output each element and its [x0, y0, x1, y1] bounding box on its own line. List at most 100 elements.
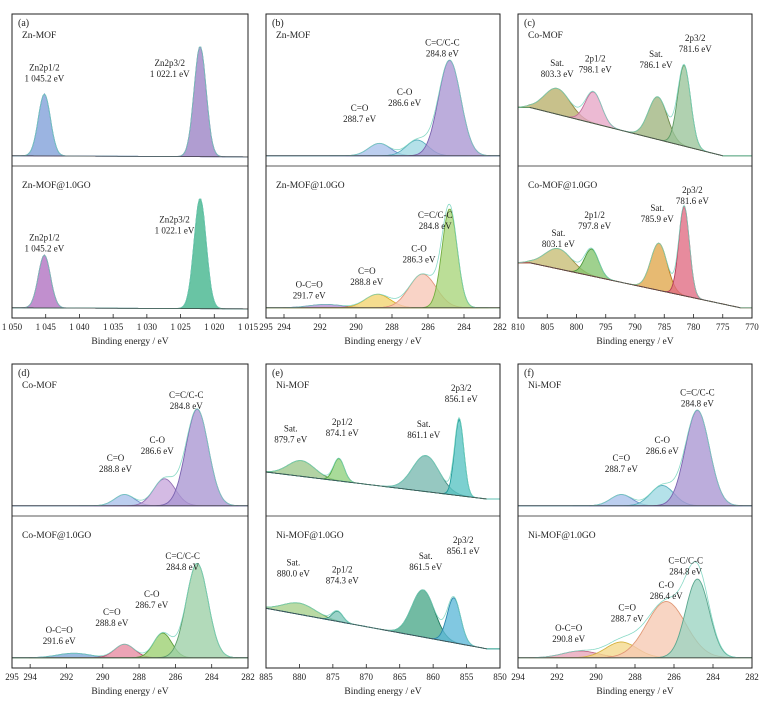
- panel-label: (f): [524, 368, 534, 379]
- series-f-1-3: [518, 409, 753, 507]
- peak-label-d-2-1: 291.6 eV: [43, 636, 76, 646]
- peak-label-a-2-2: 1 022.1 eV: [155, 225, 195, 235]
- peak-label-c-2-2: 797.8 eV: [578, 221, 611, 231]
- x-tick-label: 282: [745, 672, 759, 682]
- peak-label-c-1-1: Sat.: [550, 58, 564, 68]
- subplot-title: Ni-MOF: [276, 381, 309, 391]
- x-tick-label: 780: [687, 322, 701, 332]
- x-tick-label: 295: [5, 672, 19, 682]
- x-tick-label: 885: [259, 672, 273, 682]
- peak-label-c-2-1: 803.1 eV: [542, 239, 575, 249]
- x-tick-label: 770: [745, 322, 759, 332]
- peak-label-f-1-2: 286.6 eV: [646, 446, 679, 456]
- peak-label-a-2-2: Zn2p3/2: [159, 214, 190, 224]
- peak-label-f-2-1: 290.8 eV: [552, 634, 585, 644]
- x-tick-label: 810: [511, 322, 525, 332]
- panel-label: (d): [18, 368, 30, 379]
- peak-label-e-2-1: Sat.: [287, 558, 301, 568]
- subplot-a-1: Zn-MOF Zn2p1/21 045.2 eV Zn2p3/21 022.1 eV: [11, 31, 249, 158]
- peak-label-c-2-4: 2p3/2: [682, 185, 703, 195]
- peak-label-e-1-3: 861.1 eV: [407, 430, 440, 440]
- x-axis-label: Binding energy / eV: [344, 337, 421, 347]
- peak-label-c-1-4: 2p3/2: [685, 33, 706, 43]
- subplot-title: Ni-MOF: [528, 381, 561, 391]
- peak-label-f-2-1: O-C=O: [555, 623, 583, 633]
- x-tick-label: 292: [60, 672, 74, 682]
- peak-label-f-1-3: C=C/C-C: [680, 388, 715, 398]
- subplot-title: Co-MOF: [528, 31, 563, 41]
- peak-label-d-1-2: 286.6 eV: [141, 446, 174, 456]
- baseline-e-2: [265, 607, 487, 650]
- peak-label-d-2-4: 284.8 eV: [166, 562, 199, 572]
- envelope-d-2: [12, 562, 248, 659]
- x-tick-label: 805: [541, 322, 555, 332]
- peak-label-f-2-4: 284.8 eV: [669, 566, 702, 576]
- subplot-title: Co-MOF: [22, 381, 57, 391]
- x-tick-label: 865: [393, 672, 407, 682]
- series-c-2-1: [517, 247, 752, 309]
- baseline-a-1: [11, 155, 249, 158]
- series-c-1-1: [517, 87, 752, 157]
- x-tick-label: 880: [293, 672, 307, 682]
- x-tick-label: 286: [169, 672, 183, 682]
- peak-label-d-2-4: C=C/C-C: [165, 551, 200, 561]
- peak-label-c-2-2: 2p1/2: [584, 210, 605, 220]
- x-tick-label: 795: [599, 322, 613, 332]
- peak-label-e-1-4: 856.1 eV: [445, 394, 478, 404]
- peak-label-b-2-1: 291.7 eV: [293, 291, 326, 301]
- peak-label-d-1-1: C=O: [107, 453, 125, 463]
- x-tick-label: 282: [241, 672, 255, 682]
- x-tick-label: 295: [259, 322, 273, 332]
- peak-label-c-2-4: 781.6 eV: [676, 196, 709, 206]
- peak-label-e-2-4: 2p3/2: [453, 535, 474, 545]
- peak-label-b-2-2: 288.8 eV: [350, 277, 383, 287]
- peak-label-a-1-2: 1 022.1 eV: [150, 69, 190, 79]
- peak-label-d-2-2: 288.8 eV: [95, 618, 128, 628]
- peak-label-b-1-2: C-O: [397, 87, 413, 97]
- x-tick-label: 294: [511, 672, 525, 682]
- x-tick-label: 785: [658, 322, 672, 332]
- peak-label-e-1-3: Sat.: [417, 419, 431, 429]
- peak-label-f-2-2: C=O: [618, 603, 636, 613]
- peak-label-c-2-3: Sat.: [650, 203, 664, 213]
- x-tick-label: 1 040: [69, 322, 90, 332]
- subplot-title: Ni-MOF@1.0GO: [528, 531, 596, 541]
- x-tick-label: 290: [96, 672, 110, 682]
- peak-label-e-2-1: 880.0 eV: [277, 569, 310, 579]
- x-axis-label: Binding energy / eV: [596, 687, 673, 697]
- x-tick-label: 288: [132, 672, 146, 682]
- series-d-1-3: [12, 408, 249, 507]
- peak-label-f-1-1: C=O: [613, 453, 631, 463]
- x-axis-label: Binding energy / eV: [344, 687, 421, 697]
- peak-label-b-1-1: C=O: [351, 103, 369, 113]
- peak-label-b-2-3: C-O: [411, 244, 427, 254]
- peak-label-a-1-1: Zn2p1/2: [29, 62, 60, 72]
- peak-label-e-2-4: 856.1 eV: [447, 546, 480, 556]
- peak-label-c-1-3: 786.1 eV: [640, 60, 673, 70]
- peak-label-e-1-1: Sat.: [284, 424, 298, 434]
- peak-label-a-2-1: 1 045.2 eV: [24, 243, 64, 253]
- peak-label-b-1-1: 288.7 eV: [343, 114, 376, 124]
- peak-label-c-1-2: 798.1 eV: [579, 64, 612, 74]
- peak-label-b-2-4: 284.8 eV: [419, 221, 452, 231]
- peak-label-e-2-2: 2p1/2: [332, 564, 353, 574]
- x-tick-label: 284: [457, 322, 471, 332]
- peak-label-c-1-1: 803.3 eV: [541, 69, 574, 79]
- peak-label-b-2-3: 286.3 eV: [403, 255, 436, 265]
- peak-label-b-2-2: C=O: [358, 266, 376, 276]
- envelope-b-2: [266, 203, 500, 309]
- subplot-title: Zn-MOF: [276, 31, 310, 41]
- panel-label: (e): [272, 368, 283, 379]
- peak-label-c-1-3: Sat.: [649, 49, 663, 59]
- x-tick-label: 1 015: [238, 322, 259, 332]
